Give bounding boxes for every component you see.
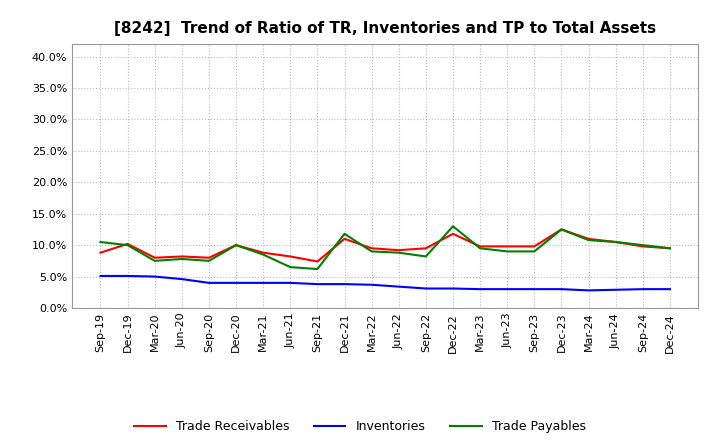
Trade Receivables <box>557 227 566 232</box>
Trade Payables <box>341 231 349 236</box>
Trade Receivables <box>395 248 403 253</box>
Inventories <box>421 286 430 291</box>
Trade Payables <box>286 264 294 270</box>
Trade Receivables <box>341 236 349 242</box>
Line: Inventories: Inventories <box>101 276 670 290</box>
Inventories <box>584 288 593 293</box>
Inventories <box>395 284 403 289</box>
Trade Payables <box>96 239 105 245</box>
Inventories <box>611 287 620 293</box>
Trade Receivables <box>530 244 539 249</box>
Inventories <box>557 286 566 292</box>
Trade Payables <box>639 242 647 248</box>
Inventories <box>503 286 511 292</box>
Trade Payables <box>150 258 159 264</box>
Inventories <box>204 280 213 286</box>
Inventories <box>232 280 240 286</box>
Inventories <box>178 276 186 282</box>
Trade Receivables <box>286 254 294 259</box>
Trade Receivables <box>96 250 105 255</box>
Trade Payables <box>123 242 132 248</box>
Inventories <box>639 286 647 292</box>
Trade Payables <box>665 246 674 251</box>
Trade Receivables <box>665 246 674 251</box>
Inventories <box>123 273 132 279</box>
Trade Payables <box>259 252 268 257</box>
Inventories <box>259 280 268 286</box>
Trade Payables <box>449 224 457 229</box>
Trade Payables <box>421 254 430 259</box>
Trade Receivables <box>584 236 593 242</box>
Inventories <box>530 286 539 292</box>
Inventories <box>150 274 159 279</box>
Inventories <box>665 286 674 292</box>
Inventories <box>341 282 349 287</box>
Trade Payables <box>584 238 593 243</box>
Inventories <box>449 286 457 291</box>
Legend: Trade Receivables, Inventories, Trade Payables: Trade Receivables, Inventories, Trade Pa… <box>130 415 590 438</box>
Trade Receivables <box>421 246 430 251</box>
Trade Receivables <box>503 244 511 249</box>
Trade Receivables <box>313 259 322 264</box>
Trade Payables <box>313 266 322 271</box>
Trade Receivables <box>204 255 213 260</box>
Inventories <box>286 280 294 286</box>
Trade Receivables <box>367 246 376 251</box>
Trade Payables <box>611 239 620 245</box>
Trade Payables <box>557 227 566 232</box>
Line: Trade Payables: Trade Payables <box>101 226 670 269</box>
Trade Receivables <box>178 254 186 259</box>
Trade Receivables <box>232 242 240 248</box>
Trade Payables <box>204 258 213 264</box>
Trade Payables <box>367 249 376 254</box>
Trade Receivables <box>150 255 159 260</box>
Inventories <box>367 282 376 287</box>
Trade Payables <box>232 242 240 248</box>
Inventories <box>476 286 485 292</box>
Trade Receivables <box>476 244 485 249</box>
Trade Payables <box>395 250 403 255</box>
Trade Receivables <box>611 239 620 245</box>
Trade Payables <box>530 249 539 254</box>
Title: [8242]  Trend of Ratio of TR, Inventories and TP to Total Assets: [8242] Trend of Ratio of TR, Inventories… <box>114 21 656 36</box>
Trade Receivables <box>449 231 457 236</box>
Trade Payables <box>178 257 186 262</box>
Trade Receivables <box>123 241 132 246</box>
Inventories <box>96 273 105 279</box>
Line: Trade Receivables: Trade Receivables <box>101 229 670 261</box>
Inventories <box>313 282 322 287</box>
Trade Receivables <box>639 244 647 249</box>
Trade Receivables <box>259 250 268 255</box>
Trade Payables <box>476 246 485 251</box>
Trade Payables <box>503 249 511 254</box>
